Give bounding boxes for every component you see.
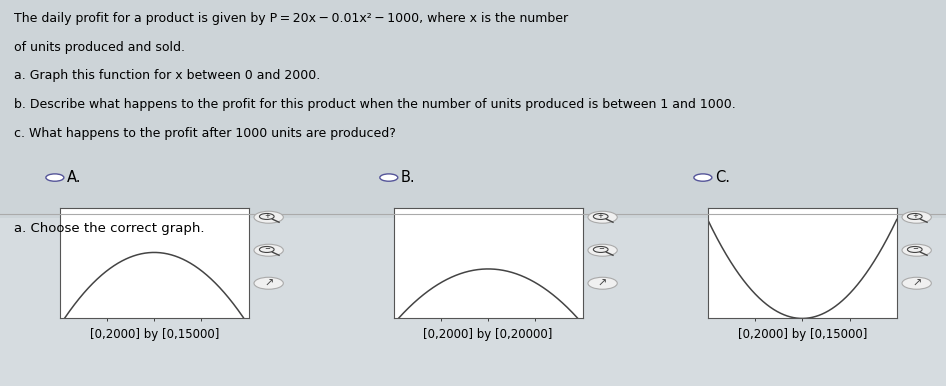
Text: −: − (912, 247, 918, 252)
Text: −: − (264, 247, 270, 252)
Text: ↗: ↗ (912, 278, 921, 288)
Text: a. Choose the correct graph.: a. Choose the correct graph. (14, 222, 204, 235)
Text: +: + (598, 213, 604, 220)
Text: ↗: ↗ (264, 278, 273, 288)
Text: ↗: ↗ (598, 278, 607, 288)
Text: a. Graph this function for x between 0 and 2000.: a. Graph this function for x between 0 a… (14, 69, 321, 83)
Text: c. What happens to the profit after 1000 units are produced?: c. What happens to the profit after 1000… (14, 127, 396, 141)
Text: b. Describe what happens to the profit for this product when the number of units: b. Describe what happens to the profit f… (14, 98, 736, 112)
Text: +: + (264, 213, 270, 220)
Text: A.: A. (67, 170, 81, 185)
Text: ···: ··· (467, 209, 479, 219)
Text: [0,2000] by [0,15000]: [0,2000] by [0,15000] (90, 328, 219, 341)
Text: C.: C. (715, 170, 730, 185)
Text: The daily profit for a product is given by P = 20x − 0.01x² − 1000, where x is t: The daily profit for a product is given … (14, 12, 569, 25)
Text: [0,2000] by [0,20000]: [0,2000] by [0,20000] (424, 328, 552, 341)
Text: [0,2000] by [0,15000]: [0,2000] by [0,15000] (738, 328, 867, 341)
Text: B.: B. (401, 170, 415, 185)
Text: −: − (598, 247, 604, 252)
Text: of units produced and sold.: of units produced and sold. (14, 41, 185, 54)
Text: +: + (912, 213, 918, 220)
